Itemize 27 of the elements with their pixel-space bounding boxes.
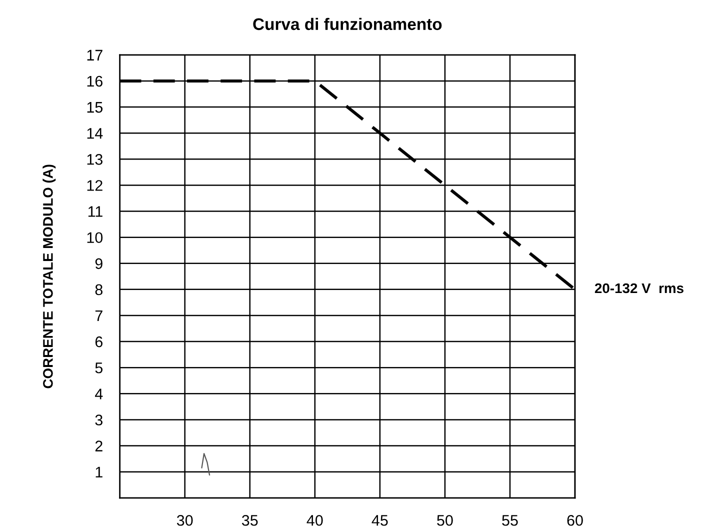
- y-tick-label: 14: [87, 128, 103, 139]
- y-tick-label: 17: [87, 50, 102, 60]
- y-tick-label: 13: [87, 154, 102, 165]
- x-tick-label: 40: [306, 514, 323, 526]
- y-tick-label: 12: [87, 180, 102, 191]
- y-tick-label: 6: [95, 336, 102, 348]
- x-tick-label: 35: [242, 514, 258, 526]
- x-tick-label: 50: [437, 514, 453, 526]
- y-tick-label: 1: [96, 466, 102, 478]
- y-tick-label: 7: [95, 310, 102, 322]
- y-tick-label: 5: [95, 362, 103, 374]
- y-tick-label: 10: [87, 232, 103, 244]
- y-tick-label: 16: [87, 76, 102, 87]
- y-tick-label: 3: [95, 414, 102, 426]
- x-tick-label: 60: [567, 514, 583, 526]
- y-tick-label: 9: [95, 258, 102, 270]
- y-tick-label: 4: [95, 388, 103, 400]
- x-tick-label: 45: [372, 515, 388, 526]
- y-tick-label: 2: [95, 440, 102, 452]
- x-tick-label: 30: [176, 514, 193, 526]
- chart-title: Curva di funzionamento: [253, 18, 442, 30]
- y-tick-label: 8: [95, 284, 102, 296]
- y-tick-label: 15: [87, 102, 103, 113]
- y-tick-label: 11: [88, 206, 102, 217]
- x-tick-label: 55: [502, 515, 518, 526]
- annotation: 20-132 V rms: [594, 283, 684, 294]
- y-axis-title: CORRENTE TOTALE MODULO (A): [42, 164, 56, 388]
